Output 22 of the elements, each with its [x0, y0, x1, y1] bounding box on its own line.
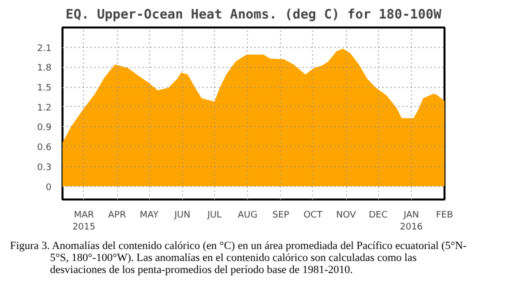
chart-title: EQ. Upper-Ocean Heat Anoms. (deg C) for 180-100W	[66, 8, 442, 22]
y-tick-label: 0	[46, 182, 52, 193]
x-tick-label: JUL	[206, 210, 222, 220]
y-tick-label: 0.6	[37, 143, 52, 154]
x-tick-label: MAR 2015	[72, 210, 96, 232]
y-tick-label: 0.3	[37, 162, 52, 173]
x-tick-label: DEC	[368, 210, 388, 220]
x-tick-label: OCT	[303, 210, 323, 220]
x-tick-label: FEB	[436, 210, 454, 220]
x-tick-label: SEP	[272, 210, 290, 220]
y-tick-label: 1.2	[37, 103, 52, 114]
x-tick-label: APR	[108, 210, 126, 220]
y-tick-label: 2.1	[37, 44, 52, 54]
y-tick-label: 1.5	[37, 84, 52, 94]
x-tick-label: MAY	[140, 210, 160, 220]
x-tick-label: JUN	[173, 210, 190, 220]
y-tick-label: 0.9	[37, 123, 52, 134]
x-tick-label: JAN 2016	[400, 210, 424, 232]
text: Figura 3. Anomalías del contenido calórico (en °C) en un área promediada del Pacífico ecuatorial (5°N-5°S, 180°-100°W). Las anomalías en el contenido calórico son calculadas como las desviaciones de los penta-promedios del período base de 1981-2010.	[9, 240, 468, 276]
x-tick-label: NOV	[336, 210, 357, 220]
x-tick-label: AUG	[238, 210, 258, 220]
y-tick-label: 1.8	[37, 64, 52, 74]
